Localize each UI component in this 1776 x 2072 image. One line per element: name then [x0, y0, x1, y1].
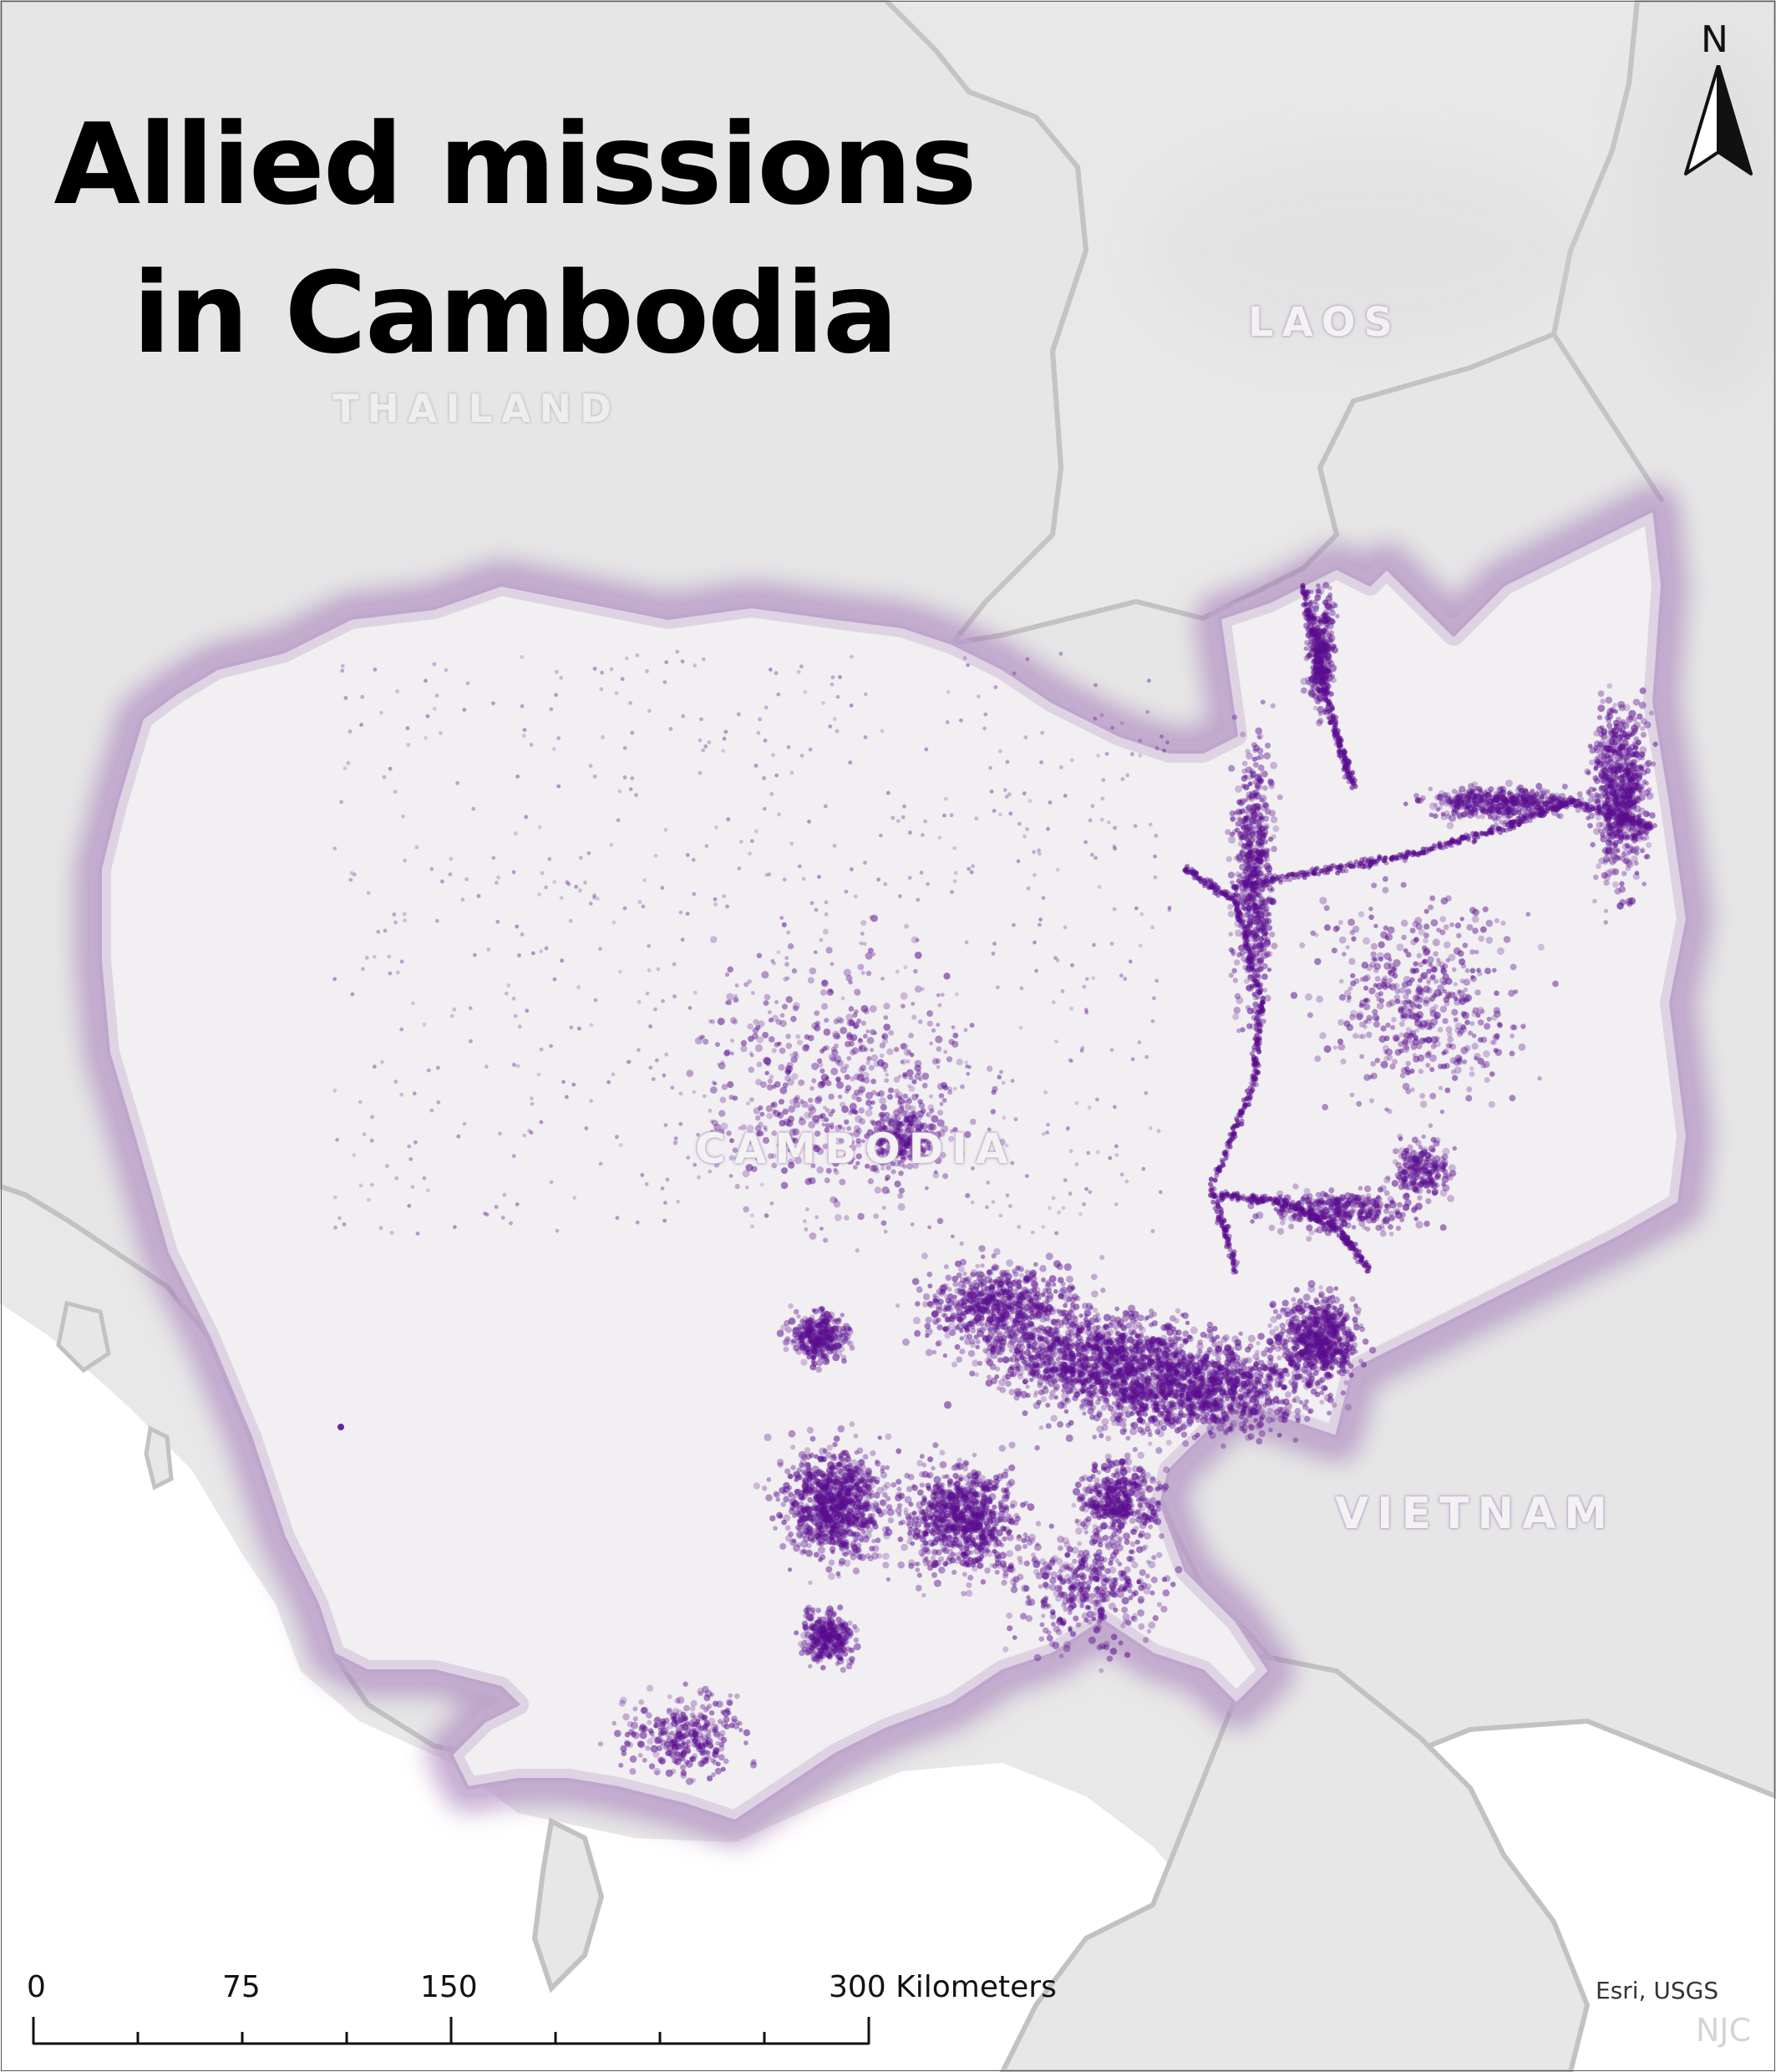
map-credit: Esri, USGS — [1596, 1977, 1718, 2004]
map-title-line-2: in Cambodia — [47, 239, 982, 388]
north-arrow-icon — [1681, 65, 1756, 177]
label-laos: LAOS — [1248, 299, 1401, 346]
map-title: Allied missions in Cambodia — [47, 90, 982, 388]
label-vietnam: VIETNAM — [1335, 1489, 1616, 1539]
scale-label-75: 75 — [222, 1970, 261, 2004]
scale-label-150: 150 — [420, 1970, 478, 2004]
north-letter: N — [1701, 18, 1728, 61]
label-cambodia: CAMBODIA — [695, 1125, 1017, 1173]
label-thailand: THAILAND — [332, 386, 620, 431]
map-title-line-1: Allied missions — [47, 90, 982, 239]
author-initials: NJC — [1696, 2012, 1751, 2049]
scale-label-0: 0 — [27, 1970, 46, 2004]
scale-label-300: 300 Kilometers — [829, 1970, 1057, 2004]
scale-bar — [32, 2014, 870, 2047]
